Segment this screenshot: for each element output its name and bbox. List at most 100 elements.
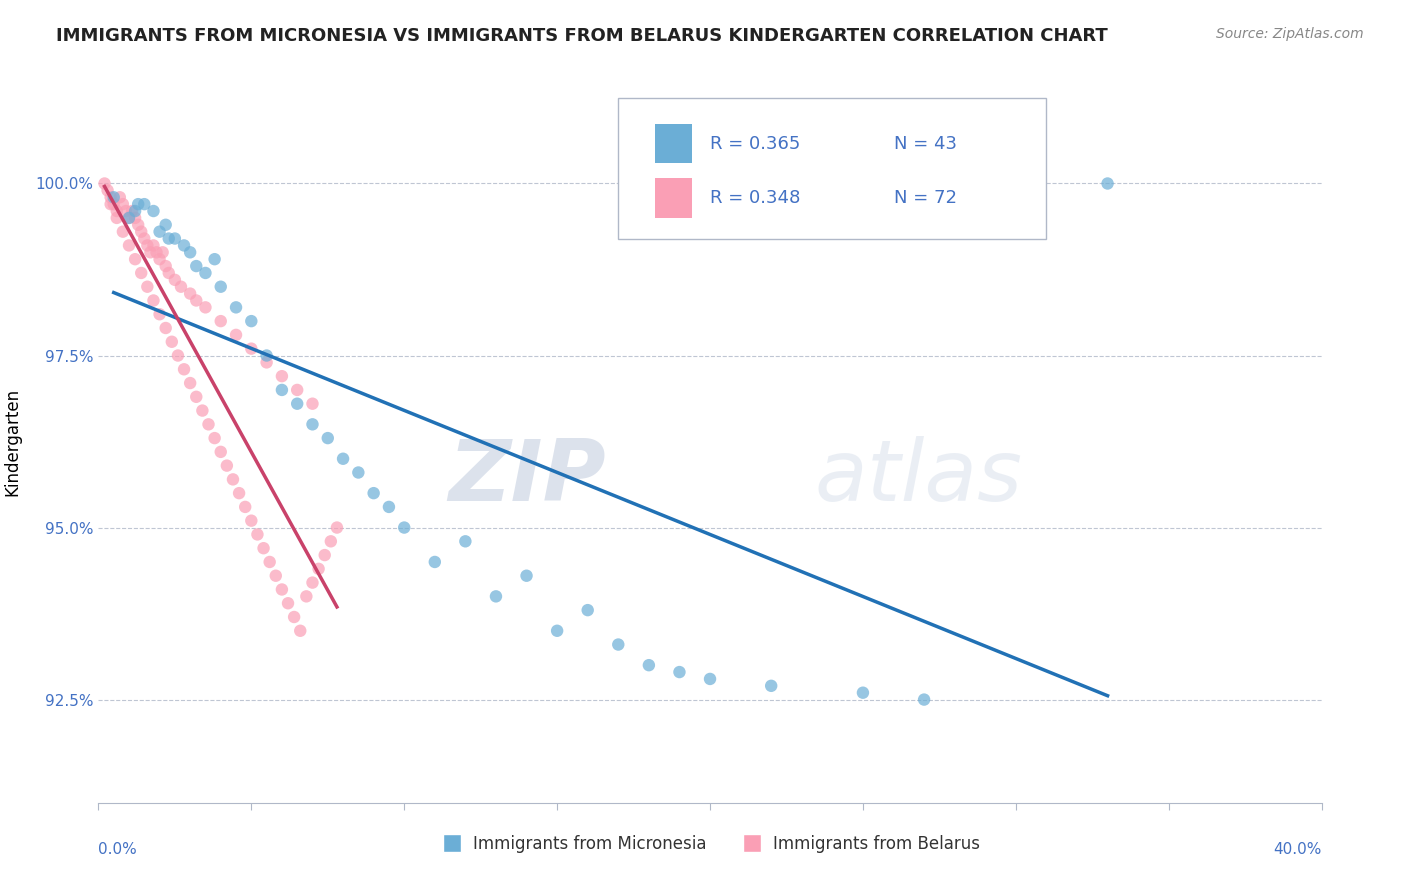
Point (264, 568, 287, 582)
Point (179, 286, 201, 301)
Y-axis label: Kindergarten: Kindergarten (4, 387, 21, 496)
Point (186, 390, 208, 404)
Point (111, 197, 134, 211)
Point (1004, 162, 1026, 177)
Point (252, 541, 274, 556)
Point (118, 211, 141, 225)
Point (290, 624, 312, 638)
Point (270, 369, 294, 384)
Point (105, 211, 128, 225)
Point (173, 362, 195, 376)
Point (301, 575, 323, 590)
Point (454, 534, 477, 549)
Point (136, 279, 159, 293)
Point (240, 342, 263, 356)
Point (105, 204, 128, 219)
Point (301, 397, 323, 411)
Text: Source: ZipAtlas.com: Source: ZipAtlas.com (1216, 27, 1364, 41)
Point (152, 245, 174, 260)
Point (155, 259, 177, 273)
Point (167, 349, 190, 363)
Point (285, 383, 308, 397)
Point (170, 279, 193, 293)
Point (316, 431, 339, 445)
Point (155, 321, 177, 335)
Point (93, 177, 115, 191)
Point (240, 314, 263, 328)
Point (186, 259, 208, 273)
Point (179, 245, 201, 260)
Point (270, 582, 294, 597)
Point (228, 486, 250, 500)
Point (124, 211, 146, 225)
Point (319, 534, 342, 549)
Point (127, 197, 149, 211)
Point (233, 500, 256, 514)
Point (378, 500, 401, 514)
Point (256, 349, 278, 363)
Point (197, 417, 219, 432)
Point (194, 301, 217, 315)
Point (761, 679, 783, 693)
Point (423, 555, 446, 569)
Point (163, 273, 186, 287)
Point (1097, 177, 1119, 191)
Point (103, 197, 125, 211)
Point (256, 355, 278, 369)
Point (124, 204, 146, 219)
Point (155, 218, 177, 232)
Point (100, 190, 122, 204)
Point (157, 266, 180, 280)
Point (173, 238, 195, 252)
Point (637, 658, 661, 673)
Point (100, 197, 122, 211)
Point (124, 252, 146, 267)
Point (699, 672, 721, 686)
Point (108, 190, 131, 204)
Point (160, 334, 183, 349)
Point (215, 458, 238, 473)
Point (134, 231, 156, 245)
Point (209, 445, 232, 459)
Text: IMMIGRANTS FROM MICRONESIA VS IMMIGRANTS FROM BELARUS KINDERGARTEN CORRELATION C: IMMIGRANTS FROM MICRONESIA VS IMMIGRANTS… (56, 27, 1108, 45)
Text: N = 72: N = 72 (894, 189, 956, 207)
Point (240, 514, 263, 528)
Point (179, 376, 201, 390)
Point (204, 252, 226, 267)
Bar (655, 124, 692, 163)
Point (145, 245, 167, 260)
Point (121, 204, 143, 219)
Text: N = 43: N = 43 (894, 135, 956, 153)
Point (149, 225, 172, 239)
Text: ZIP: ZIP (449, 436, 606, 519)
Point (115, 204, 138, 219)
Point (134, 197, 156, 211)
Point (852, 686, 875, 700)
Point (111, 225, 134, 239)
Point (142, 204, 165, 219)
Point (314, 548, 336, 562)
Point (308, 562, 330, 576)
Point (270, 383, 294, 397)
Text: 40.0%: 40.0% (1274, 842, 1322, 856)
Point (347, 466, 370, 480)
Point (285, 397, 308, 411)
Point (283, 610, 305, 624)
Point (186, 293, 208, 308)
Point (129, 225, 152, 239)
Point (277, 596, 299, 610)
Legend: Immigrants from Micronesia, Immigrants from Belarus: Immigrants from Micronesia, Immigrants f… (433, 828, 987, 860)
Point (149, 307, 172, 321)
Point (97, 183, 120, 197)
Point (149, 252, 172, 267)
FancyBboxPatch shape (619, 98, 1046, 239)
Point (209, 279, 232, 293)
Point (157, 231, 180, 245)
Point (259, 555, 281, 569)
Point (546, 624, 568, 638)
Point (136, 238, 159, 252)
Point (163, 231, 186, 245)
Point (668, 665, 690, 679)
Point (295, 590, 318, 604)
Point (142, 238, 165, 252)
